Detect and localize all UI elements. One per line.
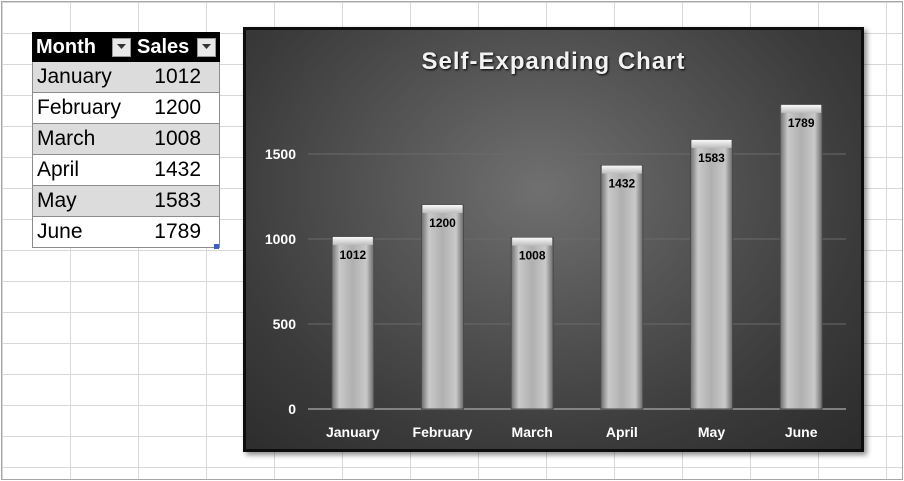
table-resize-handle[interactable] xyxy=(214,244,219,249)
sales-cell[interactable]: 1200 xyxy=(135,93,220,124)
month-cell[interactable]: January xyxy=(32,62,135,93)
bar-cap xyxy=(691,139,732,148)
bar-body xyxy=(421,204,464,410)
y-tick-label: 0 xyxy=(288,401,296,417)
sales-cell[interactable]: 1789 xyxy=(135,217,220,248)
y-tick-label: 1500 xyxy=(265,146,296,162)
x-tick-label: June xyxy=(785,424,818,440)
bar-cap xyxy=(422,205,463,213)
bar-body xyxy=(600,165,644,410)
bar[interactable] xyxy=(779,104,823,410)
sales-cell[interactable]: 1432 xyxy=(135,155,220,186)
data-label: 1789 xyxy=(788,116,815,130)
header-month-label: Month xyxy=(36,35,96,58)
table-row: April 1432 xyxy=(32,155,220,186)
y-tick-label: 1000 xyxy=(265,231,296,247)
month-cell[interactable]: April xyxy=(32,155,135,186)
table-row: March 1008 xyxy=(32,124,220,155)
bar[interactable] xyxy=(510,237,554,410)
table-row: June 1789 xyxy=(32,217,220,248)
chart-title: Self-Expanding Chart xyxy=(421,48,686,75)
filter-dropdown-sales-icon[interactable] xyxy=(197,37,216,57)
bar[interactable] xyxy=(331,236,375,410)
x-tick-label: April xyxy=(606,424,638,440)
bar-chart[interactable]: Self-Expanding Chart 0 500 1000 1500 1012 Jan… xyxy=(243,27,864,452)
bar-cap xyxy=(601,165,642,174)
data-label: 1008 xyxy=(519,249,546,263)
bar-cap xyxy=(512,237,553,246)
month-cell[interactable]: May xyxy=(32,186,135,217)
table-header-row: Month Sales xyxy=(32,32,220,62)
month-cell[interactable]: February xyxy=(32,93,135,124)
table-row: May 1583 xyxy=(32,186,220,217)
table-row: January 1012 xyxy=(32,62,220,93)
month-cell[interactable]: March xyxy=(32,124,135,155)
header-cell-month[interactable]: Month xyxy=(32,32,135,62)
x-tick-label: January xyxy=(326,424,380,440)
bar[interactable] xyxy=(600,165,644,410)
bar-cap xyxy=(781,104,822,113)
sales-cell[interactable]: 1008 xyxy=(135,124,220,155)
data-label: 1583 xyxy=(698,151,725,165)
bar-body xyxy=(510,237,554,410)
header-cell-sales[interactable]: Sales xyxy=(135,32,220,62)
x-tick-label: March xyxy=(512,424,553,440)
bar-body xyxy=(690,139,733,410)
bar-cap xyxy=(332,236,373,245)
bar[interactable] xyxy=(421,204,464,410)
sales-cell[interactable]: 1012 xyxy=(135,62,220,93)
month-cell[interactable]: June xyxy=(32,217,135,248)
bar-body xyxy=(779,104,823,410)
sales-cell[interactable]: 1583 xyxy=(135,186,220,217)
filter-dropdown-month-icon[interactable] xyxy=(112,37,131,57)
header-sales-label: Sales xyxy=(137,35,190,58)
bar[interactable] xyxy=(690,139,733,410)
x-tick-label: May xyxy=(698,424,725,440)
table-row: February 1200 xyxy=(32,93,220,124)
x-tick-label: February xyxy=(413,424,473,440)
data-label: 1200 xyxy=(429,216,456,230)
data-label: 1012 xyxy=(339,248,366,262)
chart-plot-area: 0 500 1000 1500 1012 January 1200 February 1008 M… xyxy=(265,104,846,440)
sales-table: Month Sales January 1012 February 1200 M… xyxy=(32,32,220,248)
bar-body xyxy=(331,236,375,410)
y-tick-label: 500 xyxy=(273,316,297,332)
data-label: 1432 xyxy=(608,177,635,191)
